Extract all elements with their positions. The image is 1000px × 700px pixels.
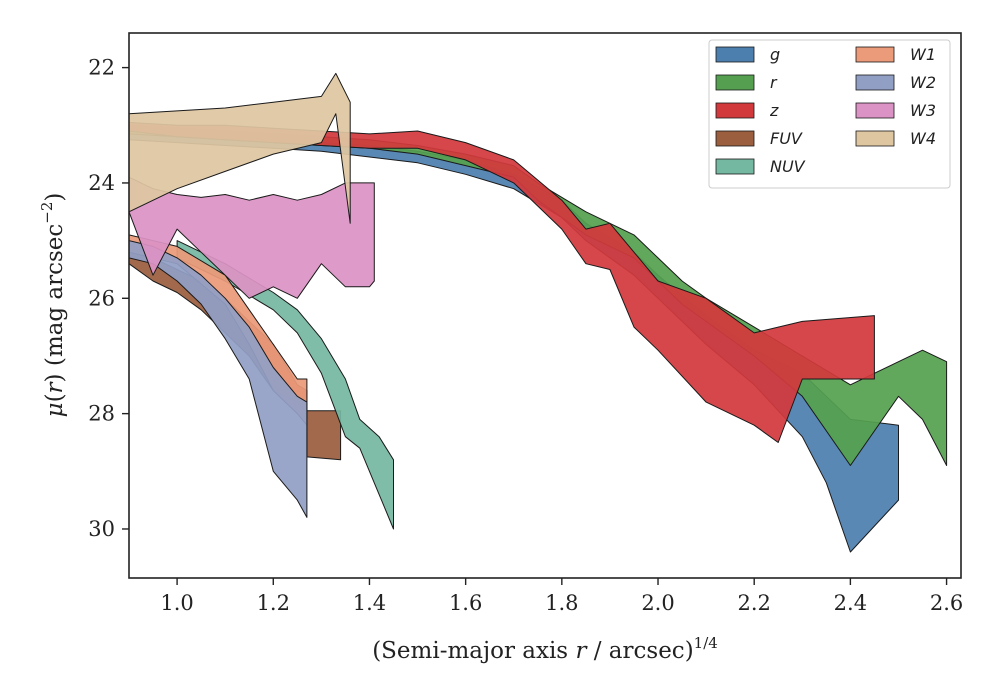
legend-swatch-w4 xyxy=(855,130,895,147)
legend-swatch-r xyxy=(715,74,755,91)
x-axis-title: (Semi-major axis r / arcsec)1/4 xyxy=(372,634,718,664)
legend-swatch-w2 xyxy=(855,74,895,91)
legend-swatch-g xyxy=(715,46,755,63)
legend-label-w4: W4 xyxy=(910,129,936,148)
legend-label-z: z xyxy=(769,101,779,120)
band-layer xyxy=(129,72,948,553)
legend-label-w1: W1 xyxy=(910,45,936,64)
y-tick-label: 22 xyxy=(88,56,115,80)
x-tick-label: 1.6 xyxy=(449,591,482,615)
legend: grz FUV NUV W1 W2 W3 W4 xyxy=(708,39,951,189)
x-tick-label: 2.6 xyxy=(930,591,963,615)
y-axis: 22 24 26 28 30 xyxy=(88,56,129,541)
x-tick-label: 1.8 xyxy=(545,591,578,615)
x-tick-label: 2.2 xyxy=(737,591,770,615)
y-tick-label: 24 xyxy=(88,171,115,195)
x-tick-label: 1.0 xyxy=(160,591,193,615)
legend-swatch-w3 xyxy=(855,102,895,119)
x-tick-label: 2.4 xyxy=(834,591,867,615)
band-w4 xyxy=(129,72,351,224)
x-axis: 1.0 1.2 1.4 1.6 1.8 2.0 2.2 2.4 2.6 xyxy=(160,578,963,615)
legend-swatch-w1 xyxy=(855,46,895,63)
legend-swatch-nuv xyxy=(715,158,755,175)
x-tick-label: 2.0 xyxy=(641,591,674,615)
y-axis-title: μ(r) (mag arcsec−2) xyxy=(38,193,68,418)
x-tick-label: 1.4 xyxy=(353,591,386,615)
band-fuv xyxy=(306,410,342,461)
band-w3 xyxy=(129,176,375,299)
legend-swatch-fuv xyxy=(715,130,755,147)
y-tick-label: 28 xyxy=(88,402,115,426)
band-z xyxy=(129,121,875,443)
legend-label-w2: W2 xyxy=(910,73,936,92)
legend-label-fuv: FUV xyxy=(770,129,803,148)
legend-label-r: r xyxy=(770,73,778,92)
legend-swatch-z xyxy=(715,102,755,119)
y-tick-label: 26 xyxy=(88,286,115,310)
legend-label-w3: W3 xyxy=(910,101,936,120)
x-tick-label: 1.2 xyxy=(257,591,290,615)
plot-frame xyxy=(128,32,962,579)
band-nuv xyxy=(176,240,394,530)
legend-label-g: g xyxy=(770,45,780,64)
y-tick-label: 30 xyxy=(88,517,115,541)
legend-label-nuv: NUV xyxy=(770,157,806,176)
band-w2 xyxy=(129,240,308,518)
